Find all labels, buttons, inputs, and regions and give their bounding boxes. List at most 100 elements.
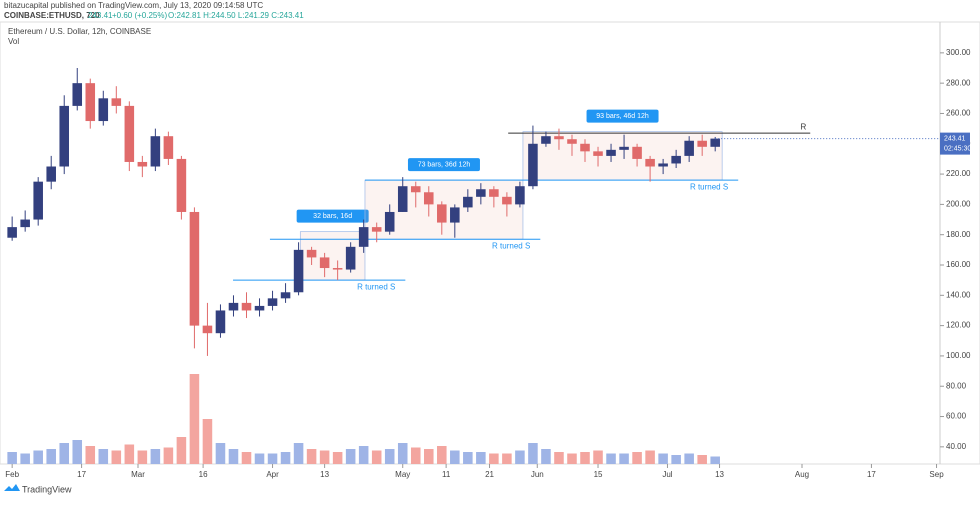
level-label: R turned S	[492, 241, 530, 250]
candle-body	[33, 181, 43, 220]
volume-bar	[332, 452, 343, 464]
range-label-bg	[296, 209, 369, 223]
volume-bar	[606, 453, 616, 464]
volume-bar	[541, 449, 551, 464]
candle-body	[397, 186, 408, 212]
volume-bar	[580, 452, 590, 464]
x-tick-label: 11	[442, 470, 451, 479]
volume-bar	[306, 449, 317, 464]
x-tick-label: 21	[485, 470, 494, 479]
candle-body	[215, 310, 226, 334]
candle-body	[85, 83, 96, 122]
volume-bar	[502, 453, 512, 464]
candle-body	[254, 305, 265, 311]
x-tick-label: 16	[199, 470, 208, 479]
subtitle: Vol	[8, 37, 19, 46]
volume-bar	[528, 443, 538, 464]
candle-body	[319, 257, 330, 269]
publisher: bitazucapital published on TradingView.c…	[4, 1, 263, 10]
volume-bar	[98, 449, 109, 464]
level-label: R turned S	[690, 182, 728, 191]
y-tick-label: 60.00	[946, 412, 967, 421]
range-label: 73 bars, 36d 12h	[418, 161, 471, 168]
candle-body	[7, 227, 17, 238]
volume-bar	[567, 453, 577, 464]
countdown: 02:45:30	[944, 145, 971, 152]
volume-bar	[619, 453, 629, 464]
candle-body	[632, 146, 642, 159]
volume-bar	[684, 453, 694, 464]
candle-body	[241, 302, 252, 311]
volume-bar	[111, 450, 122, 464]
volume-bar	[593, 450, 603, 464]
last-price-label: 243.41	[944, 135, 966, 142]
candle-body	[658, 163, 668, 167]
volume-bar	[280, 452, 291, 464]
volume-bar	[72, 440, 83, 464]
candle-body	[59, 105, 70, 167]
volume-bar	[371, 450, 382, 464]
volume-bar	[515, 450, 525, 464]
x-tick-label: 13	[715, 470, 724, 479]
y-tick-label: 160.00	[946, 260, 971, 269]
candle-body	[267, 298, 278, 306]
x-tick-label: 13	[320, 470, 329, 479]
volume-bar	[293, 443, 304, 464]
volume-bar	[85, 446, 96, 464]
volume-bar	[476, 452, 486, 464]
y-tick-label: 120.00	[946, 321, 971, 330]
y-tick-label: 220.00	[946, 169, 971, 178]
x-tick-label: Feb	[5, 470, 19, 479]
candle-body	[189, 211, 200, 326]
candle-body	[554, 136, 564, 140]
last: 243.41	[88, 11, 113, 20]
volume-bar	[423, 449, 434, 464]
volume-bar	[645, 450, 655, 464]
volume-bar	[410, 447, 421, 464]
candle-body	[371, 227, 382, 232]
volume-bar	[345, 449, 356, 464]
x-tick-label: 17	[867, 470, 876, 479]
candle-body	[515, 186, 525, 205]
volume-bar	[397, 443, 408, 464]
level-label: R turned S	[357, 282, 395, 291]
volume-bar	[463, 452, 473, 464]
volume-bar	[241, 452, 252, 464]
candle-body	[410, 186, 421, 193]
volume-bar	[358, 446, 369, 464]
x-tick-label: Apr	[266, 470, 279, 479]
volume-bar	[319, 450, 330, 464]
range-label: 32 bars, 16d	[313, 213, 352, 220]
candle-body	[280, 292, 291, 299]
brand: TradingView	[22, 484, 72, 494]
candle-body	[684, 140, 694, 156]
volume-bar	[176, 437, 187, 464]
change: +0.60 (+0.25%)	[112, 11, 167, 20]
volume-bar	[46, 449, 56, 464]
candle-body	[502, 196, 512, 205]
candle-body	[567, 139, 577, 144]
candle-body	[423, 192, 434, 205]
candle-body	[332, 268, 343, 270]
candle-body	[228, 302, 239, 311]
y-tick-label: 280.00	[946, 78, 971, 87]
candle-body	[111, 98, 122, 106]
y-tick-label: 40.00	[946, 442, 967, 451]
candle-body	[358, 227, 369, 247]
candle-body	[645, 158, 655, 167]
volume-bar	[59, 443, 70, 464]
ohlc: O:242.81 H:244.50 L:241.29 C:243.41	[168, 11, 304, 20]
candle-body	[150, 136, 161, 167]
candle-body	[450, 207, 460, 223]
volume-bar	[189, 374, 200, 464]
candle-body	[72, 83, 83, 106]
candle-body	[697, 140, 707, 147]
x-tick-label: 15	[594, 470, 603, 479]
candle-body	[593, 151, 603, 156]
candle-body	[46, 166, 56, 182]
volume-bar	[697, 455, 707, 464]
candle-body	[463, 196, 473, 208]
level-label: R	[800, 122, 806, 131]
y-tick-label: 100.00	[946, 351, 971, 360]
volume-bar	[163, 447, 174, 464]
